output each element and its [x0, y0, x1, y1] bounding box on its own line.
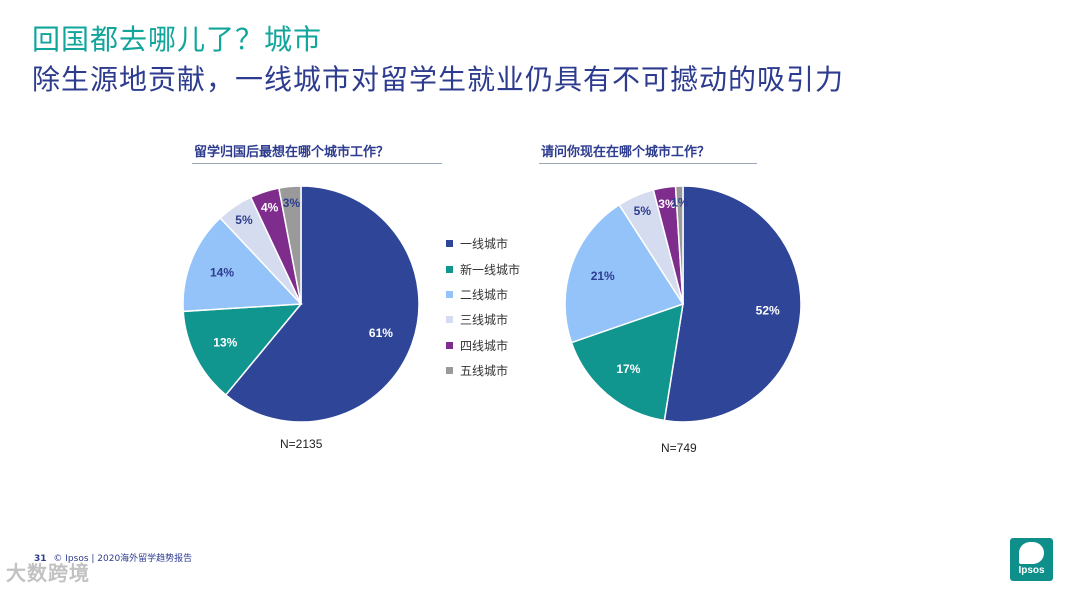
slide-title: 回国都去哪儿了？城市 — [32, 23, 323, 56]
pie-label-4: 5% — [235, 213, 253, 227]
pie-slice-6 — [674, 185, 684, 305]
legend-item: 三线城市 — [446, 307, 520, 332]
pie-label-4: 5% — [634, 204, 652, 218]
chart2-n-label: N=749 — [661, 441, 697, 455]
legend-swatch — [446, 240, 453, 248]
pie-label-1: 52% — [756, 304, 780, 318]
pie-slice-3 — [564, 203, 685, 344]
pie-label-6: 3% — [283, 196, 301, 210]
legend-label: 二线城市 — [460, 287, 509, 302]
legend-swatch — [446, 265, 453, 273]
pie-slice-1 — [224, 185, 420, 423]
chart1-n-label: N=2135 — [280, 437, 323, 451]
legend-label: 一线城市 — [460, 237, 509, 252]
legend-label: 五线城市 — [460, 364, 509, 379]
pie-label-2: 17% — [616, 362, 640, 376]
legend-item: 新一线城市 — [446, 256, 520, 281]
legend-swatch — [446, 290, 453, 298]
pie-label-5: 4% — [261, 200, 279, 214]
ipsos-logo: Ipsos — [1010, 538, 1053, 581]
pie-label-3: 14% — [210, 266, 234, 280]
chart2-pie: 52% 17% 21% 5% 3%1% — [564, 185, 802, 423]
legend-swatch — [446, 341, 453, 349]
pie-slice-3 — [182, 216, 303, 313]
legend-item: 四线城市 — [446, 333, 520, 358]
legend-item: 一线城市 — [446, 231, 520, 256]
chart1-title: 留学归国后最想在哪个城市工作？ — [194, 145, 390, 160]
legend-item: 二线城市 — [446, 282, 520, 307]
legend-label: 新一线城市 — [460, 262, 521, 277]
chart2-title: 请问你现在在哪个城市工作？ — [541, 145, 711, 160]
legend: 一线城市 新一线城市 二线城市 三线城市 四线城市 五线城市 — [446, 231, 520, 383]
pie-slice-1 — [663, 185, 802, 423]
legend-item: 五线城市 — [446, 358, 520, 383]
slide-subtitle: 除生源地贡献，一线城市对留学生就业仍具有不可撼动的吸引力 — [32, 63, 845, 96]
legend-swatch — [446, 316, 453, 324]
pie-slice-2 — [182, 303, 303, 396]
footer: 31 © Ipsos | 2020海外留学趋势报告 — [34, 551, 192, 564]
page-number: 31 — [34, 554, 47, 564]
pie-label-3: 21% — [591, 269, 615, 283]
logo-text: Ipsos — [1018, 565, 1045, 576]
chart2-title-underline — [539, 163, 757, 164]
legend-swatch — [446, 367, 453, 375]
pie-label-2: 13% — [213, 336, 237, 350]
pie-slice-6 — [278, 185, 302, 305]
legend-label: 四线城市 — [460, 338, 509, 353]
footer-text: © Ipsos | 2020海外留学趋势报告 — [53, 554, 193, 564]
watermark: 大数跨境 — [6, 561, 90, 585]
chart1-title-underline — [192, 163, 442, 164]
pie-label-1: 61% — [369, 326, 393, 340]
chart1-pie: 61% 13% 14% 5% 4% 3% — [182, 185, 420, 423]
pie-label-6: 1% — [671, 196, 689, 210]
logo-shape — [1019, 542, 1044, 564]
legend-label: 三线城市 — [460, 313, 509, 328]
pie-label-5: 3% — [658, 197, 676, 211]
